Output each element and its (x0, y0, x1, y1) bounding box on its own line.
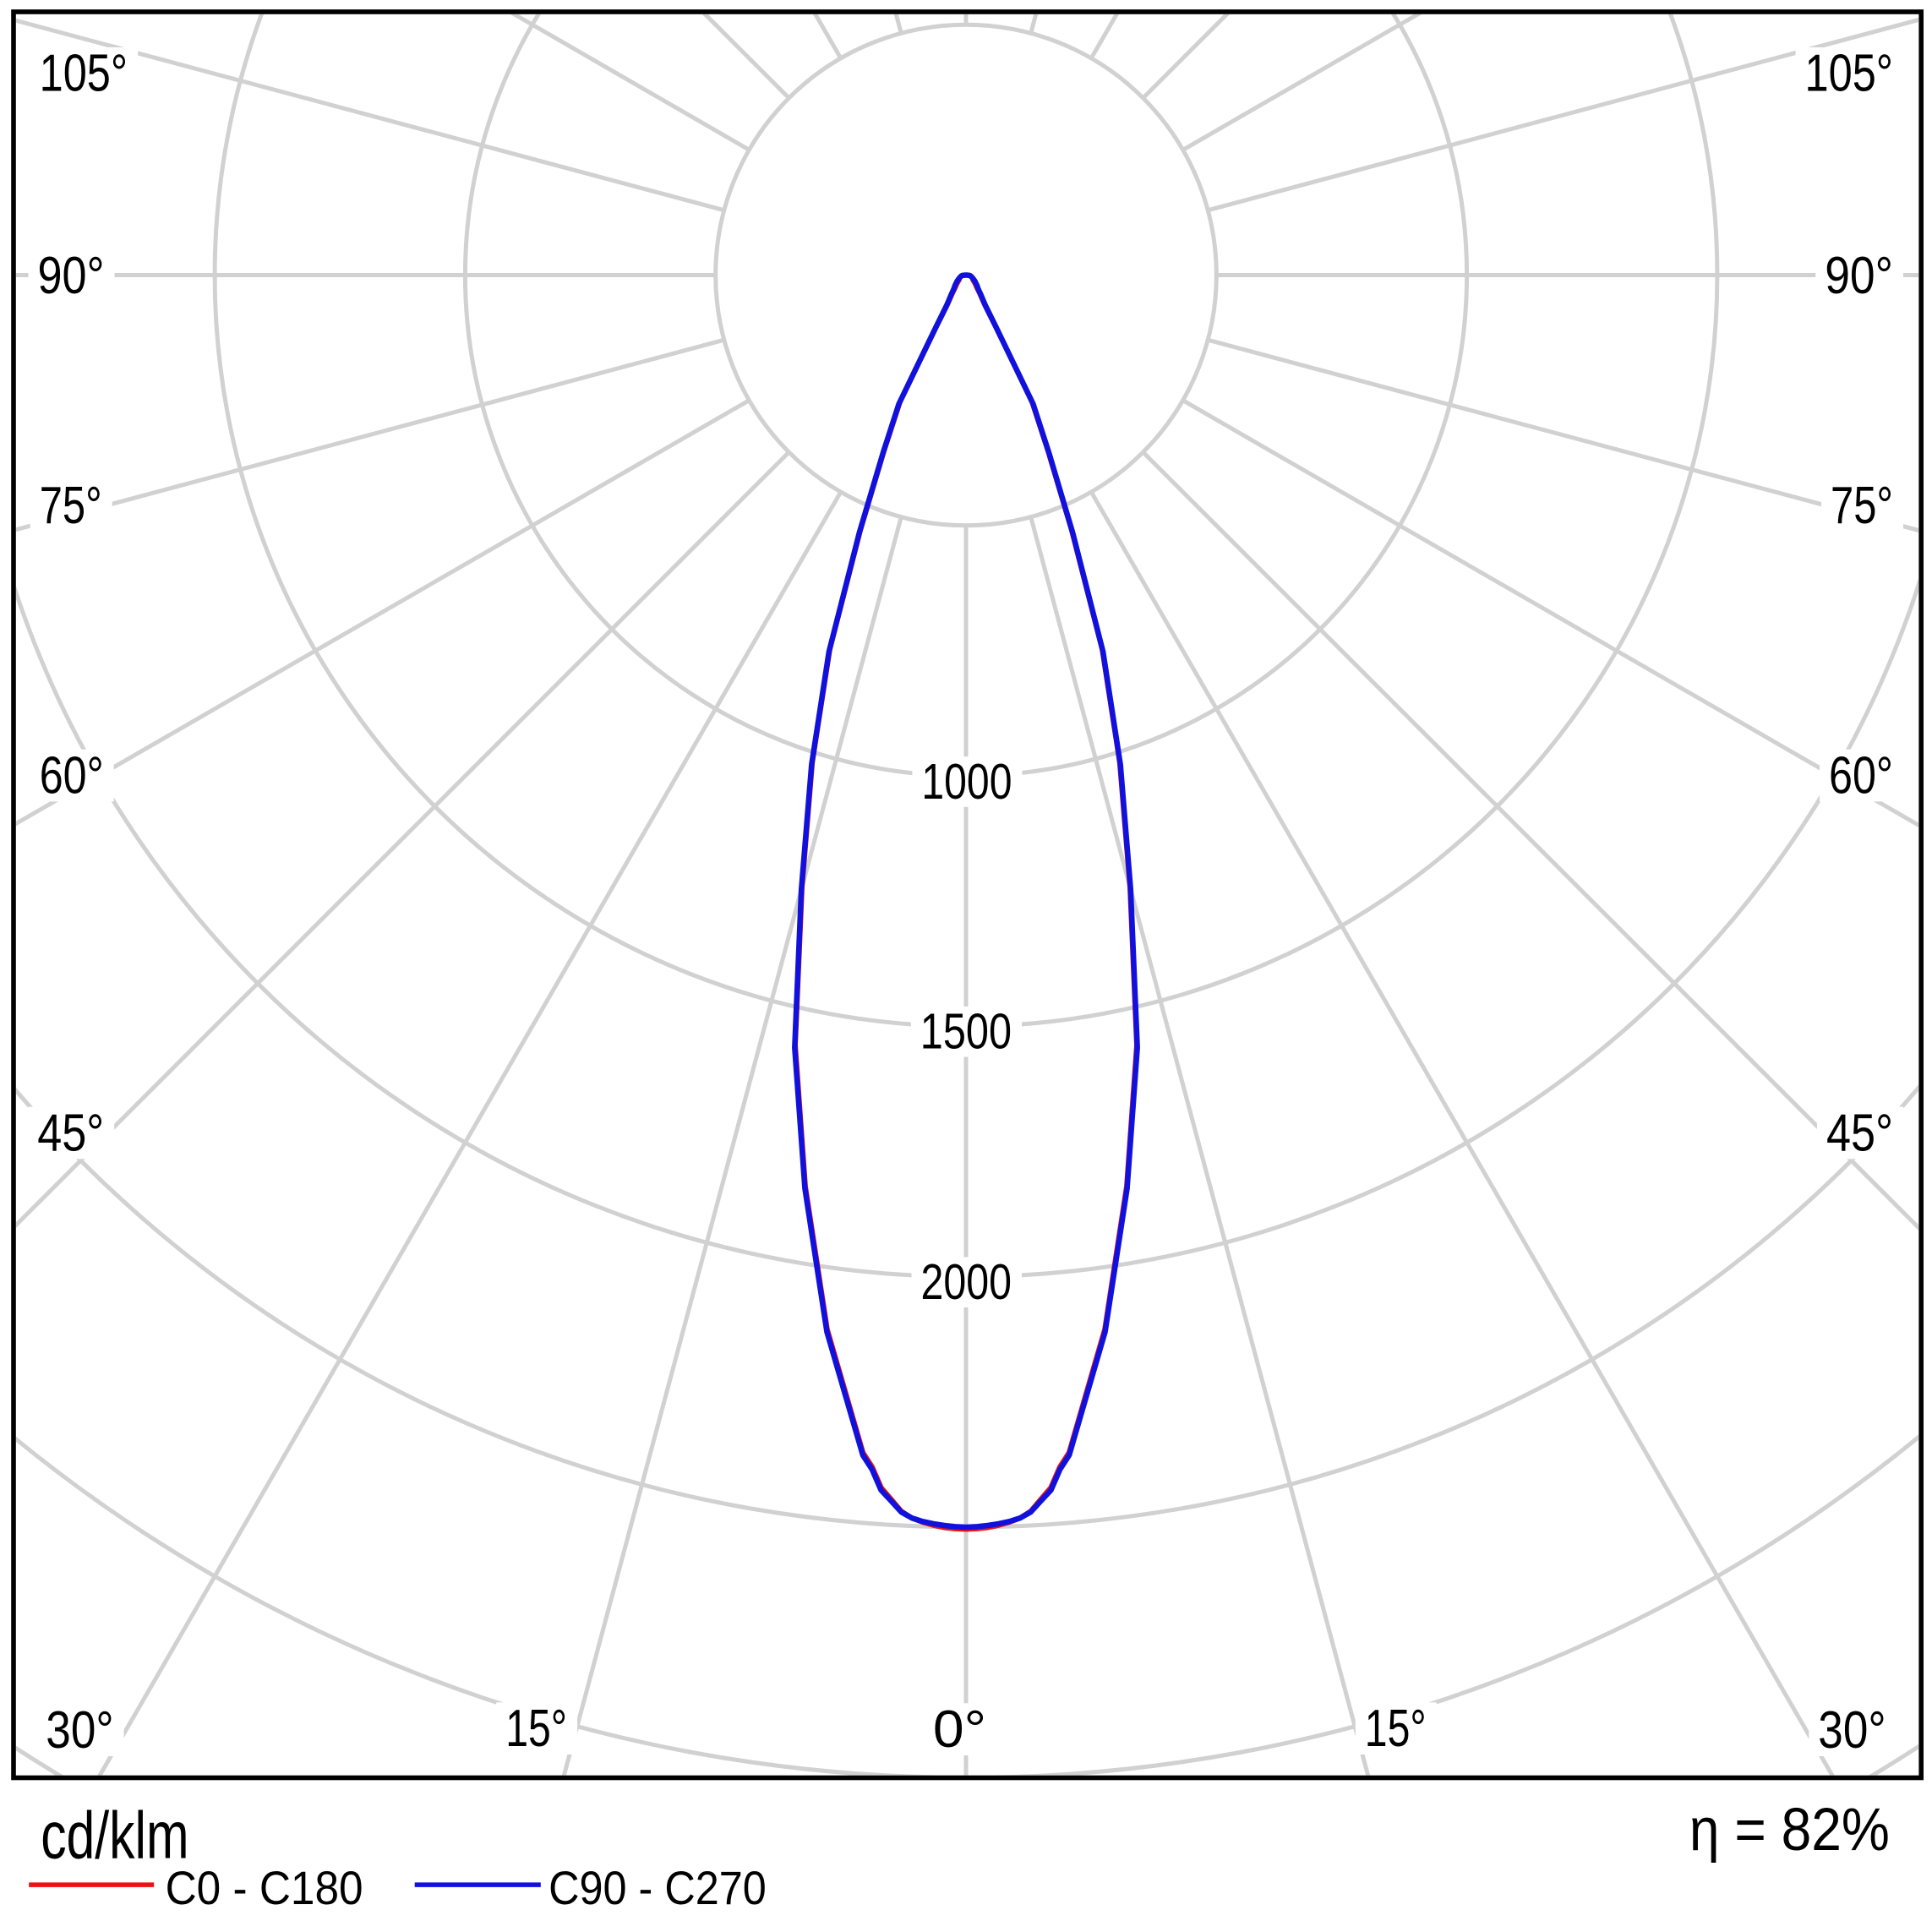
svg-text:15°: 15° (1365, 1700, 1427, 1758)
svg-text:90°: 90° (1825, 247, 1893, 305)
svg-text:0°: 0° (933, 1700, 986, 1759)
svg-text:1500: 1500 (920, 1004, 1012, 1060)
svg-text:60°: 60° (40, 746, 104, 805)
svg-text:cd/klm: cd/klm (41, 1797, 188, 1872)
svg-text:η = 82%: η = 82% (1689, 1797, 1890, 1864)
svg-text:75°: 75° (40, 477, 102, 535)
svg-text:C90 - C270: C90 - C270 (548, 1861, 767, 1914)
svg-text:15°: 15° (505, 1700, 567, 1758)
svg-text:45°: 45° (37, 1104, 104, 1162)
svg-text:105°: 105° (1805, 45, 1894, 103)
svg-text:2000: 2000 (921, 1254, 1012, 1310)
svg-text:75°: 75° (1831, 477, 1893, 535)
svg-text:45°: 45° (1826, 1104, 1893, 1162)
svg-text:90°: 90° (38, 247, 105, 305)
svg-text:105°: 105° (40, 45, 128, 103)
svg-text:30°: 30° (46, 1701, 113, 1760)
svg-text:30°: 30° (1818, 1701, 1886, 1760)
svg-text:C0 - C180: C0 - C180 (166, 1861, 363, 1914)
svg-text:60°: 60° (1829, 746, 1893, 805)
svg-text:1000: 1000 (921, 754, 1012, 810)
